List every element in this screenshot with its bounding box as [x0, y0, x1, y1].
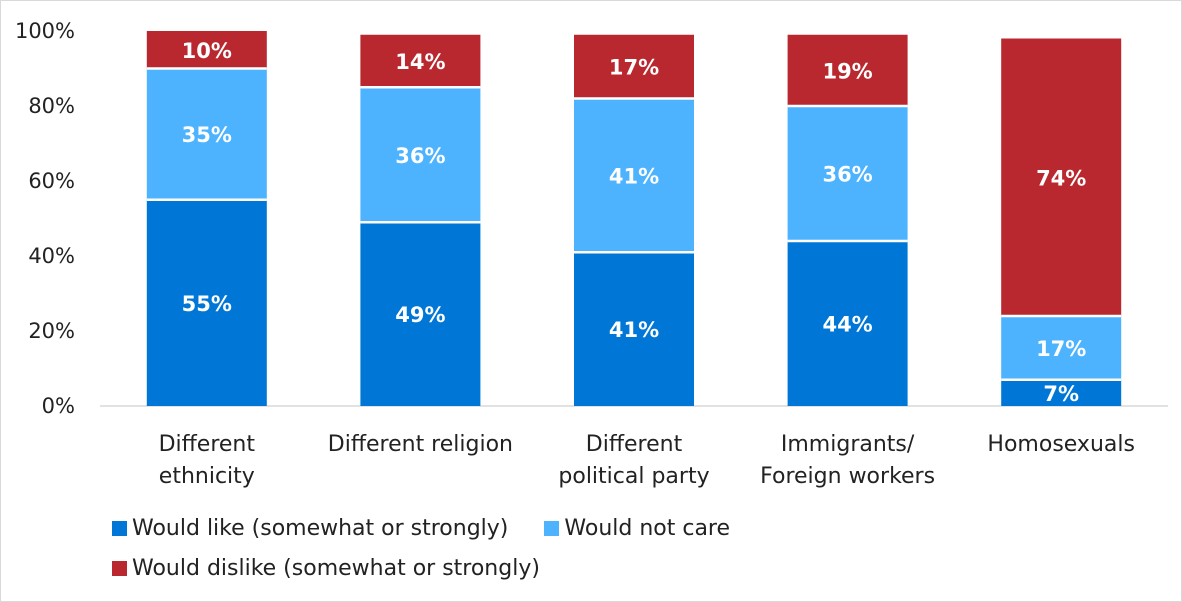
bar-segment [1001, 379, 1122, 406]
bar-segment [1001, 38, 1122, 316]
data-label: 14% [395, 50, 445, 74]
data-label: 41% [609, 164, 659, 188]
bar-segment [787, 34, 908, 106]
legend-item-would-dislike: Would dislike (somewhat or strongly) [112, 556, 540, 581]
data-label: 41% [609, 318, 659, 342]
y-tick-label: 80% [28, 94, 75, 118]
bar-segment [360, 34, 481, 88]
bar-segment [574, 252, 694, 406]
bar-segment [574, 34, 694, 99]
data-label: 35% [182, 123, 232, 147]
category-label: Different religion [328, 432, 513, 457]
bar-segment [146, 199, 267, 406]
legend-label-would-dislike: Would dislike (somewhat or strongly) [132, 555, 540, 581]
category-label: Different [586, 432, 683, 457]
bar-segment [360, 87, 481, 223]
category-label: Homosexuals [987, 432, 1135, 457]
category-label: ethnicity [159, 464, 255, 489]
data-label: 55% [182, 292, 232, 316]
legend-label-would-not-care: Would not care [564, 515, 731, 541]
y-tick-label: 100% [15, 19, 75, 43]
category-label: Different [159, 432, 256, 457]
data-label: 49% [395, 303, 445, 327]
category-label: Foreign workers [760, 464, 935, 489]
bar-segment [787, 241, 908, 406]
y-axis-ticks: 0% 20% 40% 60% 80% 100% [15, 19, 75, 418]
y-tick-label: 60% [28, 169, 75, 193]
legend-row-1: Would like (somewhat or strongly) Would … [112, 508, 1052, 548]
legend-swatch-would-dislike [112, 560, 127, 576]
bar-segment [146, 68, 267, 200]
category-label: political party [558, 464, 709, 489]
legend-item-would-not-care: Would not care [544, 516, 730, 541]
legend-swatch-would-not-care [544, 520, 560, 536]
bar-segment [574, 98, 694, 253]
data-label: 74% [1036, 166, 1086, 190]
legend-item-would-like: Would like (somewhat or strongly) [112, 516, 508, 541]
legend-label-would-like: Would like (somewhat or strongly) [132, 515, 509, 541]
bar-segment [146, 31, 267, 69]
data-label: 44% [822, 313, 872, 337]
bars: 55% 35% 10% 49% 36% 14% 41% 41% 17% 44% 36% 19% 7% 17… [146, 31, 1122, 406]
legend: Would like (somewhat or strongly) Would … [112, 508, 1052, 588]
data-label: 36% [822, 163, 872, 187]
data-label: 7% [1043, 382, 1079, 406]
bar-segment [360, 222, 481, 406]
category-labels: Different ethnicity Different religion Diff… [159, 432, 1135, 489]
bar-segment [787, 106, 908, 241]
legend-swatch-would-like [112, 520, 127, 536]
category-label: Immigrants/ [781, 432, 915, 457]
data-label: 36% [395, 144, 445, 168]
y-tick-label: 0% [42, 394, 75, 418]
y-tick-label: 20% [28, 319, 75, 343]
data-label: 17% [609, 56, 659, 80]
data-label: 10% [182, 39, 232, 63]
legend-row-2: Would dislike (somewhat or strongly) [112, 548, 1052, 588]
bar-segment [1001, 316, 1122, 380]
y-tick-label: 40% [28, 244, 75, 268]
data-label: 17% [1036, 337, 1086, 361]
data-label: 19% [822, 59, 872, 83]
